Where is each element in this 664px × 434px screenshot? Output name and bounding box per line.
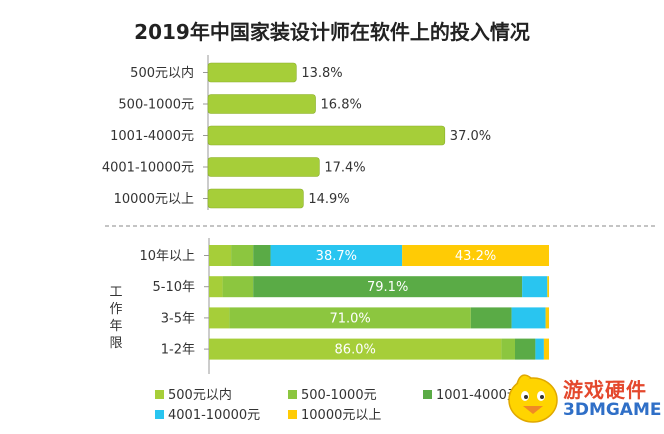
top-category-label: 500-1000元 bbox=[118, 98, 194, 113]
stacked-bar-segment bbox=[535, 338, 544, 360]
top-bar bbox=[207, 157, 320, 177]
top-category-label: 10000元以上 bbox=[114, 192, 194, 207]
stacked-data-label: 86.0% bbox=[335, 343, 376, 358]
stacked-data-label: 79.1% bbox=[367, 280, 408, 295]
stacked-bar-segment bbox=[511, 307, 546, 329]
stacked-bar-segment bbox=[547, 276, 549, 298]
top-bar bbox=[207, 125, 446, 146]
stacked-bar-segment bbox=[222, 276, 254, 298]
stacked-bar-segment bbox=[209, 338, 502, 360]
top-value-label: 13.8% bbox=[301, 66, 342, 81]
top-chart-bars: 13.8% 16.8% 37.0% 17.4% 14.9% bbox=[207, 62, 491, 209]
stacked-bar-segment bbox=[501, 338, 515, 360]
stacked-bar-segment bbox=[231, 245, 254, 266]
stacked-bar-segment bbox=[515, 338, 536, 360]
bottom-category-label: 1-2年 bbox=[161, 343, 195, 358]
legend-swatch bbox=[155, 390, 164, 399]
legend-swatch bbox=[423, 390, 432, 399]
bottom-category-label: 3-5年 bbox=[161, 311, 195, 326]
chart-title: 2019年中国家装设计师在软件上的投入情况 bbox=[134, 20, 530, 44]
legend-label: 500元以内 bbox=[168, 388, 232, 403]
stacked-bar-segment bbox=[402, 245, 549, 266]
stacked-bar-segment bbox=[522, 276, 548, 298]
top-bar bbox=[207, 188, 304, 209]
bottom-chart-bars: 38.7% 43.2% 79.1% 71.0% 86.0% bbox=[209, 245, 549, 360]
legend-label: 4001-10000元 bbox=[168, 408, 261, 423]
stacked-bar-segment bbox=[253, 276, 523, 298]
top-bar bbox=[207, 62, 297, 83]
stacked-bar-segment bbox=[270, 245, 403, 266]
bottom-category-label: 5-10年 bbox=[152, 280, 195, 295]
legend-swatch bbox=[288, 390, 297, 399]
stacked-data-label: 71.0% bbox=[329, 311, 370, 326]
top-chart-axis: 500元以内 500-1000元 1001-4000元 4001-10000元 1000… bbox=[102, 55, 209, 210]
stacked-bar-segment bbox=[470, 307, 512, 329]
legend-swatch bbox=[288, 410, 297, 419]
legend-item: 500-1000元 bbox=[288, 384, 377, 403]
top-bar bbox=[207, 94, 316, 114]
stacked-bar-segment bbox=[229, 307, 471, 329]
top-category-label: 4001-10000元 bbox=[102, 161, 194, 176]
watermark-text: 游戏硬件 bbox=[563, 378, 647, 402]
top-value-label: 16.8% bbox=[321, 98, 362, 113]
stacked-bar-segment bbox=[209, 276, 223, 298]
legend-label: 10000元以上 bbox=[301, 408, 382, 423]
mascot-icon bbox=[508, 374, 558, 423]
legend-swatch bbox=[155, 410, 164, 419]
y-axis-label: 工作年限 bbox=[109, 285, 123, 351]
legend-item: 10000元以上 bbox=[288, 404, 381, 423]
top-value-label: 17.4% bbox=[324, 161, 365, 176]
top-category-label: 1001-4000元 bbox=[110, 129, 194, 144]
bottom-chart-axis: 10年以上 5-10年 3-5年 1-2年 bbox=[139, 238, 210, 374]
stacked-bar-segment bbox=[545, 307, 549, 329]
watermark-subtext: 3DMGAME bbox=[563, 400, 662, 420]
stacked-data-label: 38.7% bbox=[316, 249, 357, 264]
stacked-bar-segment bbox=[209, 245, 232, 266]
top-value-label: 14.9% bbox=[308, 192, 349, 207]
legend-item: 500元以内 bbox=[155, 384, 232, 403]
bottom-category-label: 10年以上 bbox=[139, 249, 195, 264]
stacked-bar-segment bbox=[209, 307, 230, 329]
legend-label: 1001-4000元 bbox=[436, 388, 520, 403]
top-category-label: 500元以内 bbox=[130, 65, 194, 81]
legend-item: 4001-10000元 bbox=[155, 404, 260, 423]
legend-label: 500-1000元 bbox=[301, 388, 377, 403]
watermark-logo: 游戏硬件 3DMGAME bbox=[503, 366, 663, 430]
stacked-data-label: 43.2% bbox=[455, 249, 496, 264]
stacked-bar-segment bbox=[253, 245, 271, 266]
top-value-label: 37.0% bbox=[450, 129, 491, 144]
legend-item: 1001-4000元 bbox=[423, 384, 520, 403]
stacked-bar-segment bbox=[543, 338, 549, 360]
